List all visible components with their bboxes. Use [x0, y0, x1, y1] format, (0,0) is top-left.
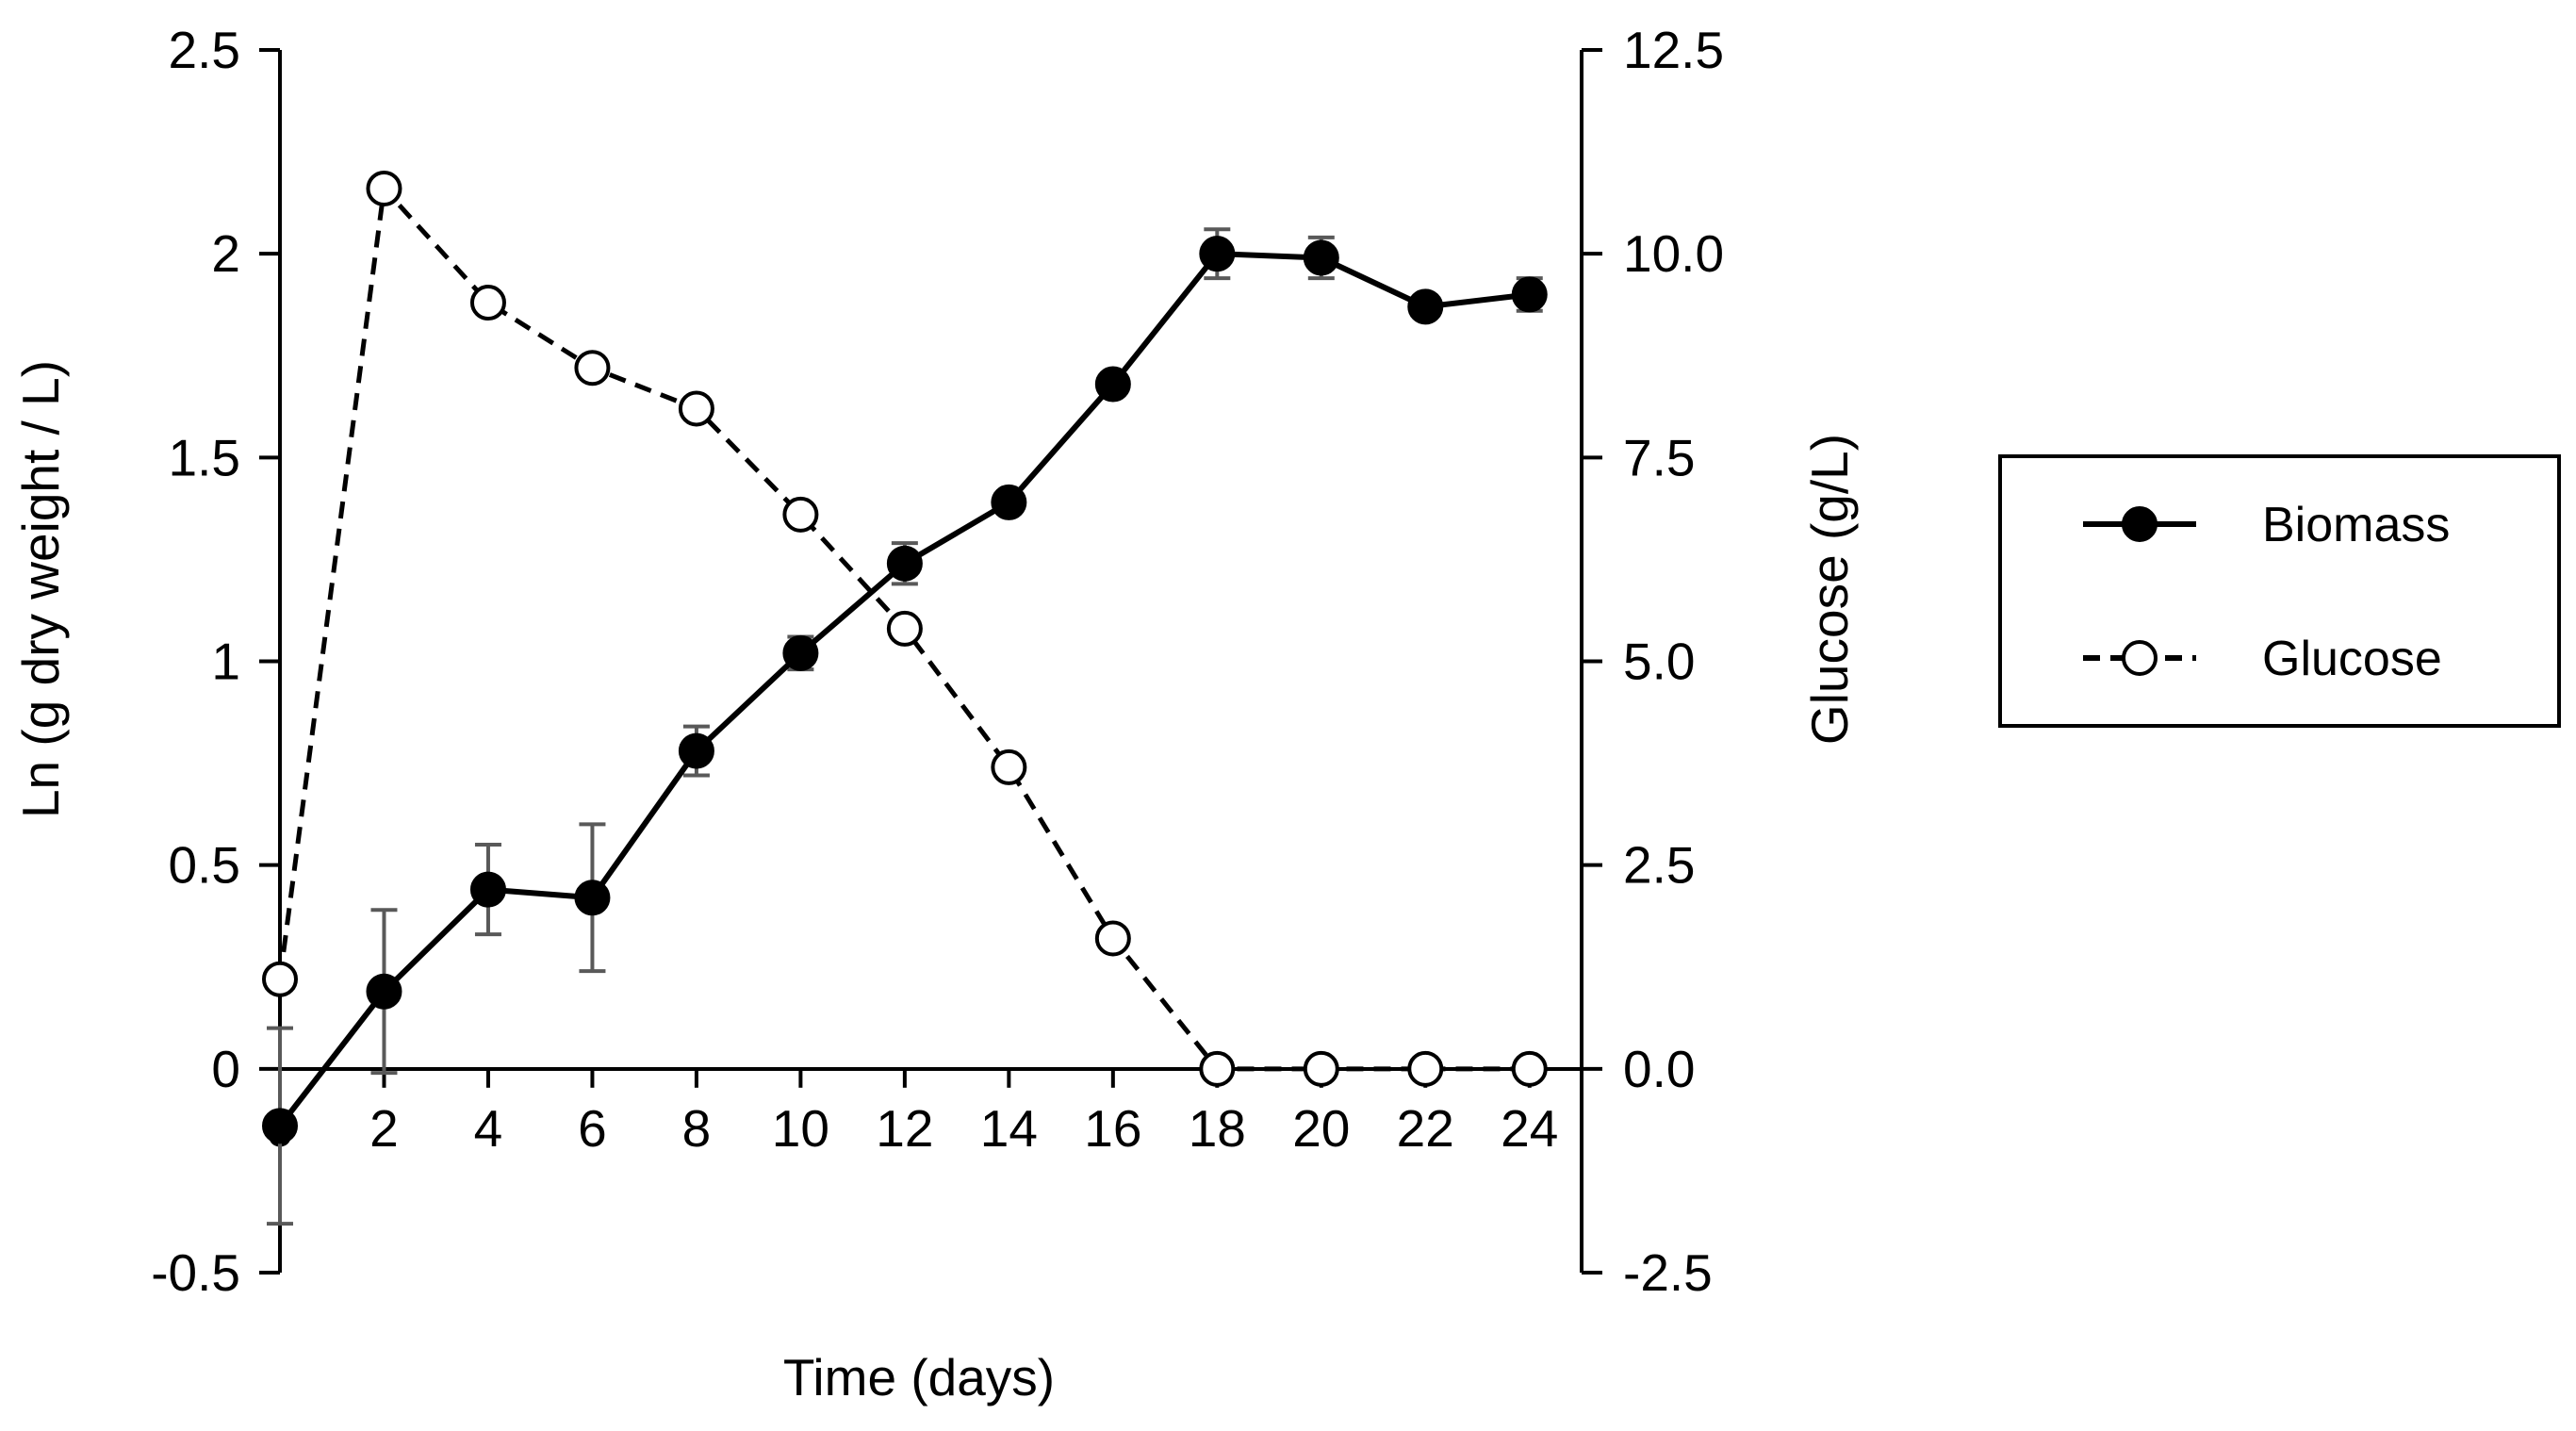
left-tick-label: 0: [211, 1040, 240, 1098]
x-tick-label: 6: [578, 1099, 607, 1158]
right-tick-label: 2.5: [1623, 836, 1695, 895]
x-tick-label: 2: [369, 1099, 399, 1158]
x-tick-label: 24: [1501, 1099, 1558, 1158]
legend: Biomass Glucose: [1998, 454, 2561, 728]
glucose-point: [991, 748, 1027, 785]
glucose-point: [574, 350, 611, 387]
biomass-point: [991, 484, 1027, 520]
right-tick-label: -2.5: [1623, 1243, 1713, 1302]
x-tick-label: 14: [980, 1099, 1038, 1158]
legend-box: [1998, 454, 2561, 728]
left-tick-label: 2.5: [169, 21, 240, 79]
glucose-point: [262, 961, 298, 997]
x-tick-label: 18: [1189, 1099, 1246, 1158]
biomass-point: [886, 545, 923, 582]
x-tick-label: 4: [474, 1099, 503, 1158]
biomass-point: [1094, 366, 1131, 403]
x-tick-label: 16: [1084, 1099, 1141, 1158]
glucose-point: [1303, 1050, 1339, 1087]
biomass-point: [1303, 239, 1339, 276]
glucose-point: [469, 285, 506, 321]
glucose-point: [678, 390, 714, 427]
series-layer: [262, 170, 1548, 1226]
right-axis-ticks: -2.5 0.0 2.5 5.0 7.5 10.0 12.5: [1582, 21, 1724, 1302]
right-tick-label: 5.0: [1623, 633, 1695, 691]
biomass-point: [1511, 276, 1548, 313]
legend-biomass-marker: [2122, 506, 2158, 542]
biomass-point: [574, 880, 611, 916]
right-tick-label: 7.5: [1623, 428, 1695, 486]
biomass-point: [678, 732, 714, 769]
left-tick-label: 2: [211, 224, 240, 283]
glucose-point: [886, 610, 923, 647]
legend-glucose-marker: [2122, 640, 2158, 676]
x-tick-label: 8: [682, 1099, 712, 1158]
left-tick-label: 1.5: [169, 428, 240, 486]
x-axis-title: Time (days): [783, 1348, 1055, 1406]
right-tick-label: 12.5: [1623, 21, 1724, 79]
glucose-point: [782, 496, 819, 533]
left-axis-title: Ln (g dry weight / L): [11, 360, 70, 818]
biomass-point: [262, 1108, 298, 1144]
right-tick-label: 10.0: [1623, 224, 1724, 283]
glucose-point: [1094, 920, 1131, 957]
x-tick-label: 10: [772, 1099, 829, 1158]
right-axis-title: Glucose (g/L): [1800, 434, 1859, 745]
x-tick-label: 12: [876, 1099, 933, 1158]
biomass-point: [1199, 236, 1236, 272]
glucose-point: [1407, 1050, 1444, 1087]
biomass-line: [277, 251, 1531, 1128]
right-tick-label: 0.0: [1623, 1040, 1695, 1098]
legend-biomass-label: Biomass: [2262, 498, 2450, 552]
biomass-point: [782, 634, 819, 671]
left-tick-label: 0.5: [169, 836, 240, 895]
biomass-point: [1407, 288, 1444, 325]
left-axis-ticks: -0.5 0 0.5 1 1.5 2 2.5: [151, 21, 280, 1302]
glucose-point: [1511, 1050, 1548, 1087]
x-tick-label: 22: [1397, 1099, 1454, 1158]
biomass-point: [469, 871, 506, 908]
x-tick-label: 20: [1292, 1099, 1350, 1158]
left-tick-label: 1: [211, 633, 240, 691]
x-axis-ticks: 024681012141618202224: [266, 1068, 1558, 1158]
biomass-point: [366, 973, 402, 1010]
glucose-point: [366, 170, 402, 206]
glucose-point: [1199, 1050, 1236, 1087]
legend-glucose-label: Glucose: [2262, 632, 2442, 686]
left-tick-label: -0.5: [151, 1243, 240, 1302]
